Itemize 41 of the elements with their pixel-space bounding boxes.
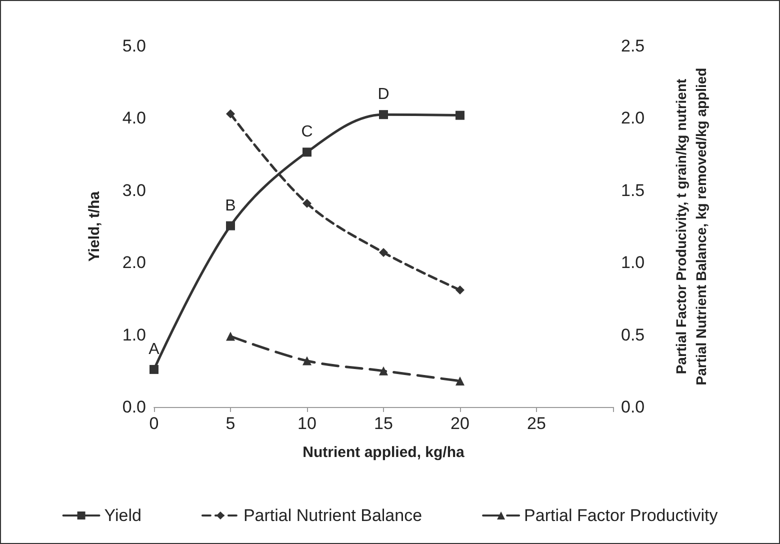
y2-tick-label: 0.0 bbox=[621, 398, 645, 416]
x-axis-title: Nutrient applied, kg/ha bbox=[302, 444, 465, 461]
x-tick-label: 5 bbox=[226, 414, 236, 433]
x-tick-label: 0 bbox=[149, 414, 159, 433]
x-tick-label: 20 bbox=[450, 414, 470, 433]
point bbox=[379, 110, 388, 120]
point bbox=[302, 148, 312, 157]
legend-label: Partial Factor Productivity bbox=[524, 506, 718, 525]
point bbox=[226, 221, 235, 230]
y-tick-label: 5.0 bbox=[122, 36, 146, 56]
annotation: D bbox=[378, 86, 390, 104]
y2-tick-label: 0.5 bbox=[621, 325, 645, 344]
y-tick-label: 4.0 bbox=[122, 108, 146, 128]
y2-tick-label: 1.0 bbox=[621, 253, 645, 272]
annotation: C bbox=[301, 124, 313, 141]
x-tick-label: 25 bbox=[527, 414, 546, 433]
point bbox=[302, 356, 312, 366]
point bbox=[379, 366, 388, 376]
legend-label: Partial Nutrient Balance bbox=[243, 506, 422, 525]
y2-tick-label: 2.5 bbox=[621, 36, 645, 56]
point bbox=[379, 248, 388, 257]
y2-tick-label: 2.0 bbox=[621, 108, 645, 128]
y-tick-label: 0.0 bbox=[122, 398, 146, 416]
y-tick-label: 1.0 bbox=[122, 325, 146, 344]
point bbox=[456, 376, 464, 386]
y2-axis-title: Partial Factor Producivity, t grain/kg nutrient Partial Nutrient Balance, kg removed/kg applied bbox=[673, 68, 709, 386]
annotation: A bbox=[148, 340, 160, 358]
point bbox=[226, 109, 235, 118]
y-tick-label: 2.0 bbox=[122, 253, 146, 272]
x-tick-label: 15 bbox=[374, 414, 393, 433]
y-axis-title: Yield, t/ha bbox=[86, 190, 103, 262]
point bbox=[456, 110, 464, 120]
point bbox=[150, 364, 158, 374]
x-tick-label: 10 bbox=[298, 414, 316, 433]
legend-label: Yield bbox=[104, 506, 142, 525]
annotation: B bbox=[225, 197, 236, 214]
y2-tick-label: 1.5 bbox=[621, 180, 645, 200]
point bbox=[302, 198, 312, 208]
y-tick-label: 3.0 bbox=[122, 180, 146, 200]
point bbox=[226, 332, 235, 341]
point bbox=[456, 286, 464, 295]
